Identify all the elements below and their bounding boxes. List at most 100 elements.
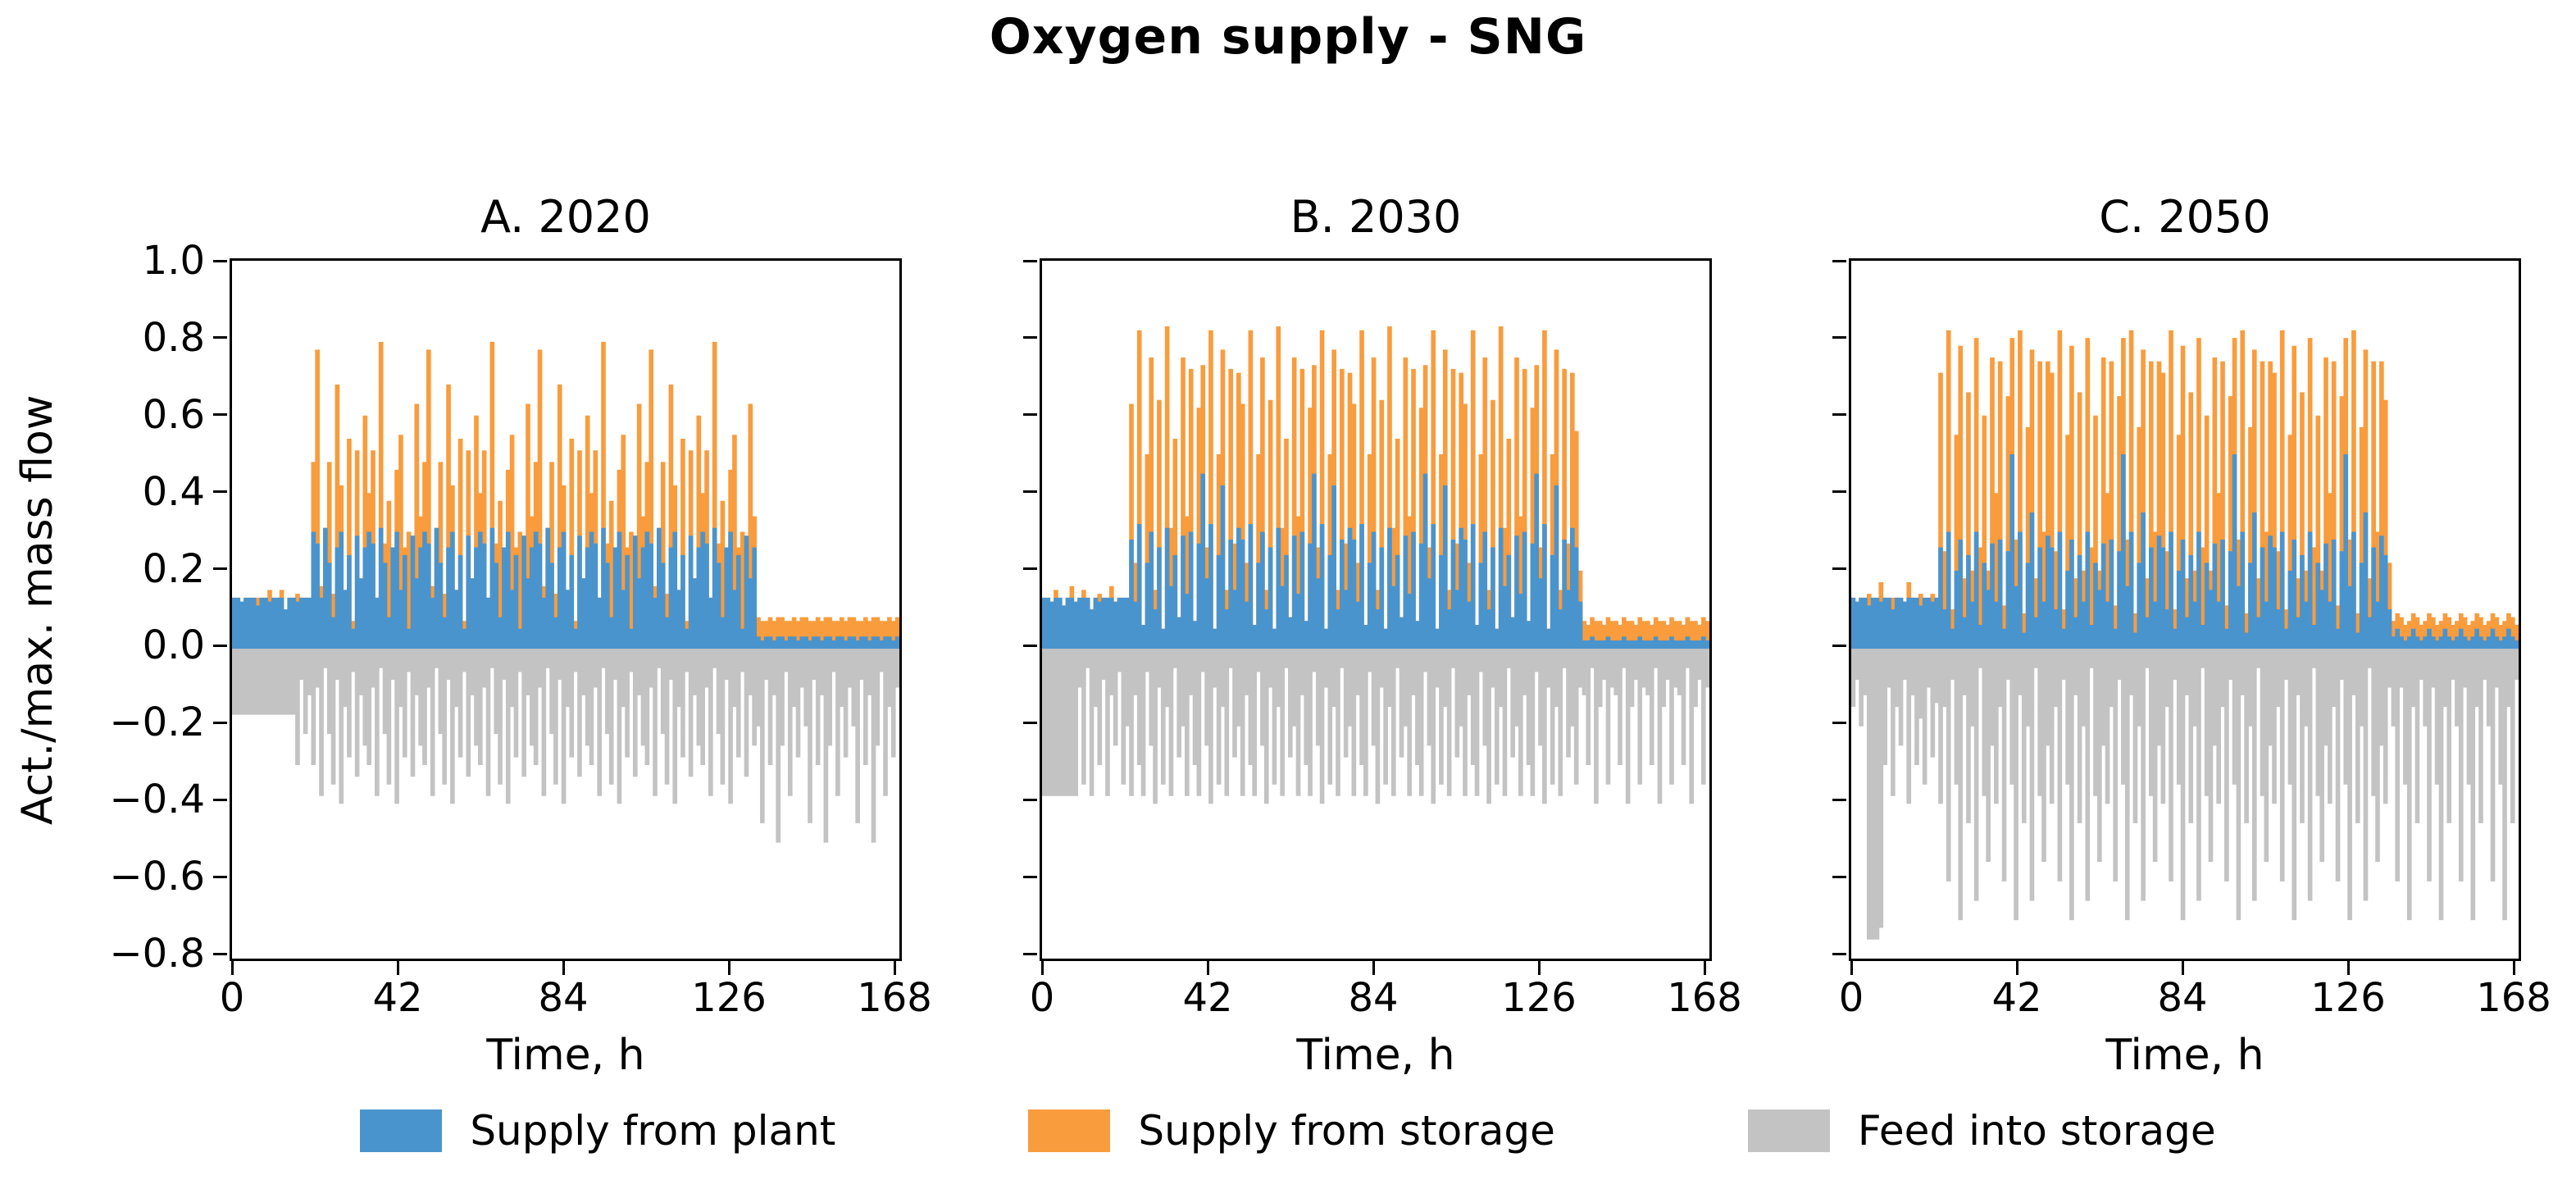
- legend-swatch-supply-storage: [1028, 1109, 1111, 1152]
- x-tick: [2346, 961, 2350, 975]
- subplot-2050: C. 2050 Time, h 0 42 84 126 168: [1832, 191, 2551, 1080]
- y-tick: [213, 336, 227, 339]
- x-tick-label: 42: [1182, 975, 1233, 1021]
- y-tick: [1023, 567, 1037, 571]
- x-tick-label: 126: [1501, 975, 1577, 1021]
- plot-area-2050: [1849, 258, 2521, 961]
- legend-label-feed-storage: Feed into storage: [1857, 1107, 2216, 1155]
- y-tick-label: −0.6: [109, 854, 205, 900]
- x-tick: [893, 961, 896, 975]
- plot-area-2020: [230, 258, 902, 961]
- y-tick: [1023, 413, 1037, 417]
- area-feed-into-storage: [1042, 648, 1709, 804]
- legend-label-supply-storage: Supply from storage: [1138, 1107, 1555, 1155]
- y-tick: [213, 259, 227, 262]
- y-tick: [1832, 875, 1846, 878]
- y-tick: [213, 721, 227, 724]
- y-tick-label: −0.2: [109, 699, 205, 746]
- x-tick: [1537, 961, 1541, 975]
- figure-title: Oxygen supply - SNG: [989, 8, 1587, 66]
- x-tick: [727, 961, 730, 975]
- y-tick: [1023, 952, 1037, 955]
- y-tick-label: 0.6: [142, 391, 205, 438]
- y-tick: [1832, 952, 1846, 955]
- x-axis-label-2030: Time, h: [1296, 1031, 1455, 1080]
- y-tick: [1023, 336, 1037, 339]
- x-tick-label: 0: [219, 975, 245, 1021]
- legend: Supply from plant Supply from storage Fe…: [0, 1107, 2576, 1155]
- legend-item-feed-storage: Feed into storage: [1747, 1107, 2216, 1155]
- x-tick: [1206, 961, 1209, 975]
- legend-item-supply-storage: Supply from storage: [1028, 1107, 1555, 1155]
- y-tick: [1832, 336, 1846, 339]
- y-tick: [1023, 490, 1037, 494]
- x-tick: [1040, 961, 1044, 975]
- y-tick: [1832, 721, 1846, 724]
- y-tick: [1832, 644, 1846, 647]
- x-tick-label: 84: [1348, 975, 1399, 1021]
- y-tick: [1023, 798, 1037, 801]
- subplot-title-2050: C. 2050: [2099, 191, 2271, 243]
- legend-item-supply-plant: Supply from plant: [360, 1107, 835, 1155]
- y-tick-label: −0.4: [109, 777, 205, 823]
- x-tick-label: 42: [1991, 975, 2042, 1021]
- x-axis-label-2020: Time, h: [486, 1031, 645, 1080]
- y-tick: [1832, 567, 1846, 571]
- x-tick-label: 84: [2157, 975, 2208, 1021]
- y-tick: [1832, 490, 1846, 494]
- x-tick-label: 42: [372, 975, 423, 1021]
- legend-swatch-supply-plant: [360, 1109, 443, 1152]
- y-tick: [213, 490, 227, 494]
- y-tick: [1023, 259, 1037, 262]
- x-tick: [1850, 961, 1853, 975]
- plot-area-2030: [1040, 258, 1712, 961]
- x-tick: [230, 961, 234, 975]
- subplot-title-2030: B. 2030: [1290, 191, 1462, 243]
- x-tick: [2181, 961, 2184, 975]
- x-tick-label: 126: [691, 975, 767, 1021]
- area-supply-from-plant: [1042, 473, 1709, 649]
- y-tick: [1832, 798, 1846, 801]
- x-tick: [396, 961, 399, 975]
- x-tick-label: 84: [538, 975, 589, 1021]
- x-tick-label: 168: [1667, 975, 1742, 1021]
- legend-label-supply-plant: Supply from plant: [470, 1107, 836, 1155]
- y-tick: [1023, 721, 1037, 724]
- x-tick: [2015, 961, 2018, 975]
- subplot-title-2020: A. 2020: [480, 191, 651, 243]
- x-axis-label-2050: Time, h: [2105, 1031, 2264, 1080]
- subplot-2030: B. 2030 Time, h 0 42 84 126 168: [1023, 191, 1742, 1080]
- legend-swatch-feed-storage: [1747, 1109, 1830, 1152]
- y-tick-label: −0.8: [109, 931, 205, 977]
- area-feed-into-storage: [1851, 648, 2519, 940]
- y-tick-label: 0.8: [142, 314, 205, 361]
- y-tick: [213, 644, 227, 647]
- x-tick: [1703, 961, 1706, 975]
- y-tick-label: 0.4: [142, 468, 205, 515]
- y-tick: [1023, 875, 1037, 878]
- y-tick: [1832, 413, 1846, 417]
- area-supply-from-plant: [1851, 453, 2519, 649]
- x-tick: [562, 961, 565, 975]
- y-tick: [213, 413, 227, 417]
- x-tick-label: 0: [1029, 975, 1055, 1021]
- y-tick-label: 0.2: [142, 545, 205, 592]
- area-feed-into-storage: [232, 648, 899, 843]
- y-tick: [213, 952, 227, 955]
- x-tick-label: 126: [2310, 975, 2386, 1021]
- y-tick-label: 1.0: [142, 238, 205, 284]
- y-tick: [1832, 259, 1846, 262]
- x-tick-label: 0: [1838, 975, 1864, 1021]
- y-tick: [1023, 644, 1037, 647]
- y-tick-label: 0.0: [142, 622, 205, 669]
- x-tick-label: 168: [2476, 975, 2551, 1021]
- x-tick: [2512, 961, 2515, 975]
- y-tick: [213, 875, 227, 878]
- x-tick: [1372, 961, 1375, 975]
- y-axis-label: Act./max. mass flow: [13, 394, 62, 825]
- y-tick: [213, 798, 227, 801]
- subplot-2020: A. 2020 Time, h 1.0 0.8 0.6 0.4 0.2 0.0 −0.2 −0…: [109, 191, 931, 1080]
- area-supply-from-plant: [232, 527, 899, 649]
- x-tick-label: 168: [857, 975, 932, 1021]
